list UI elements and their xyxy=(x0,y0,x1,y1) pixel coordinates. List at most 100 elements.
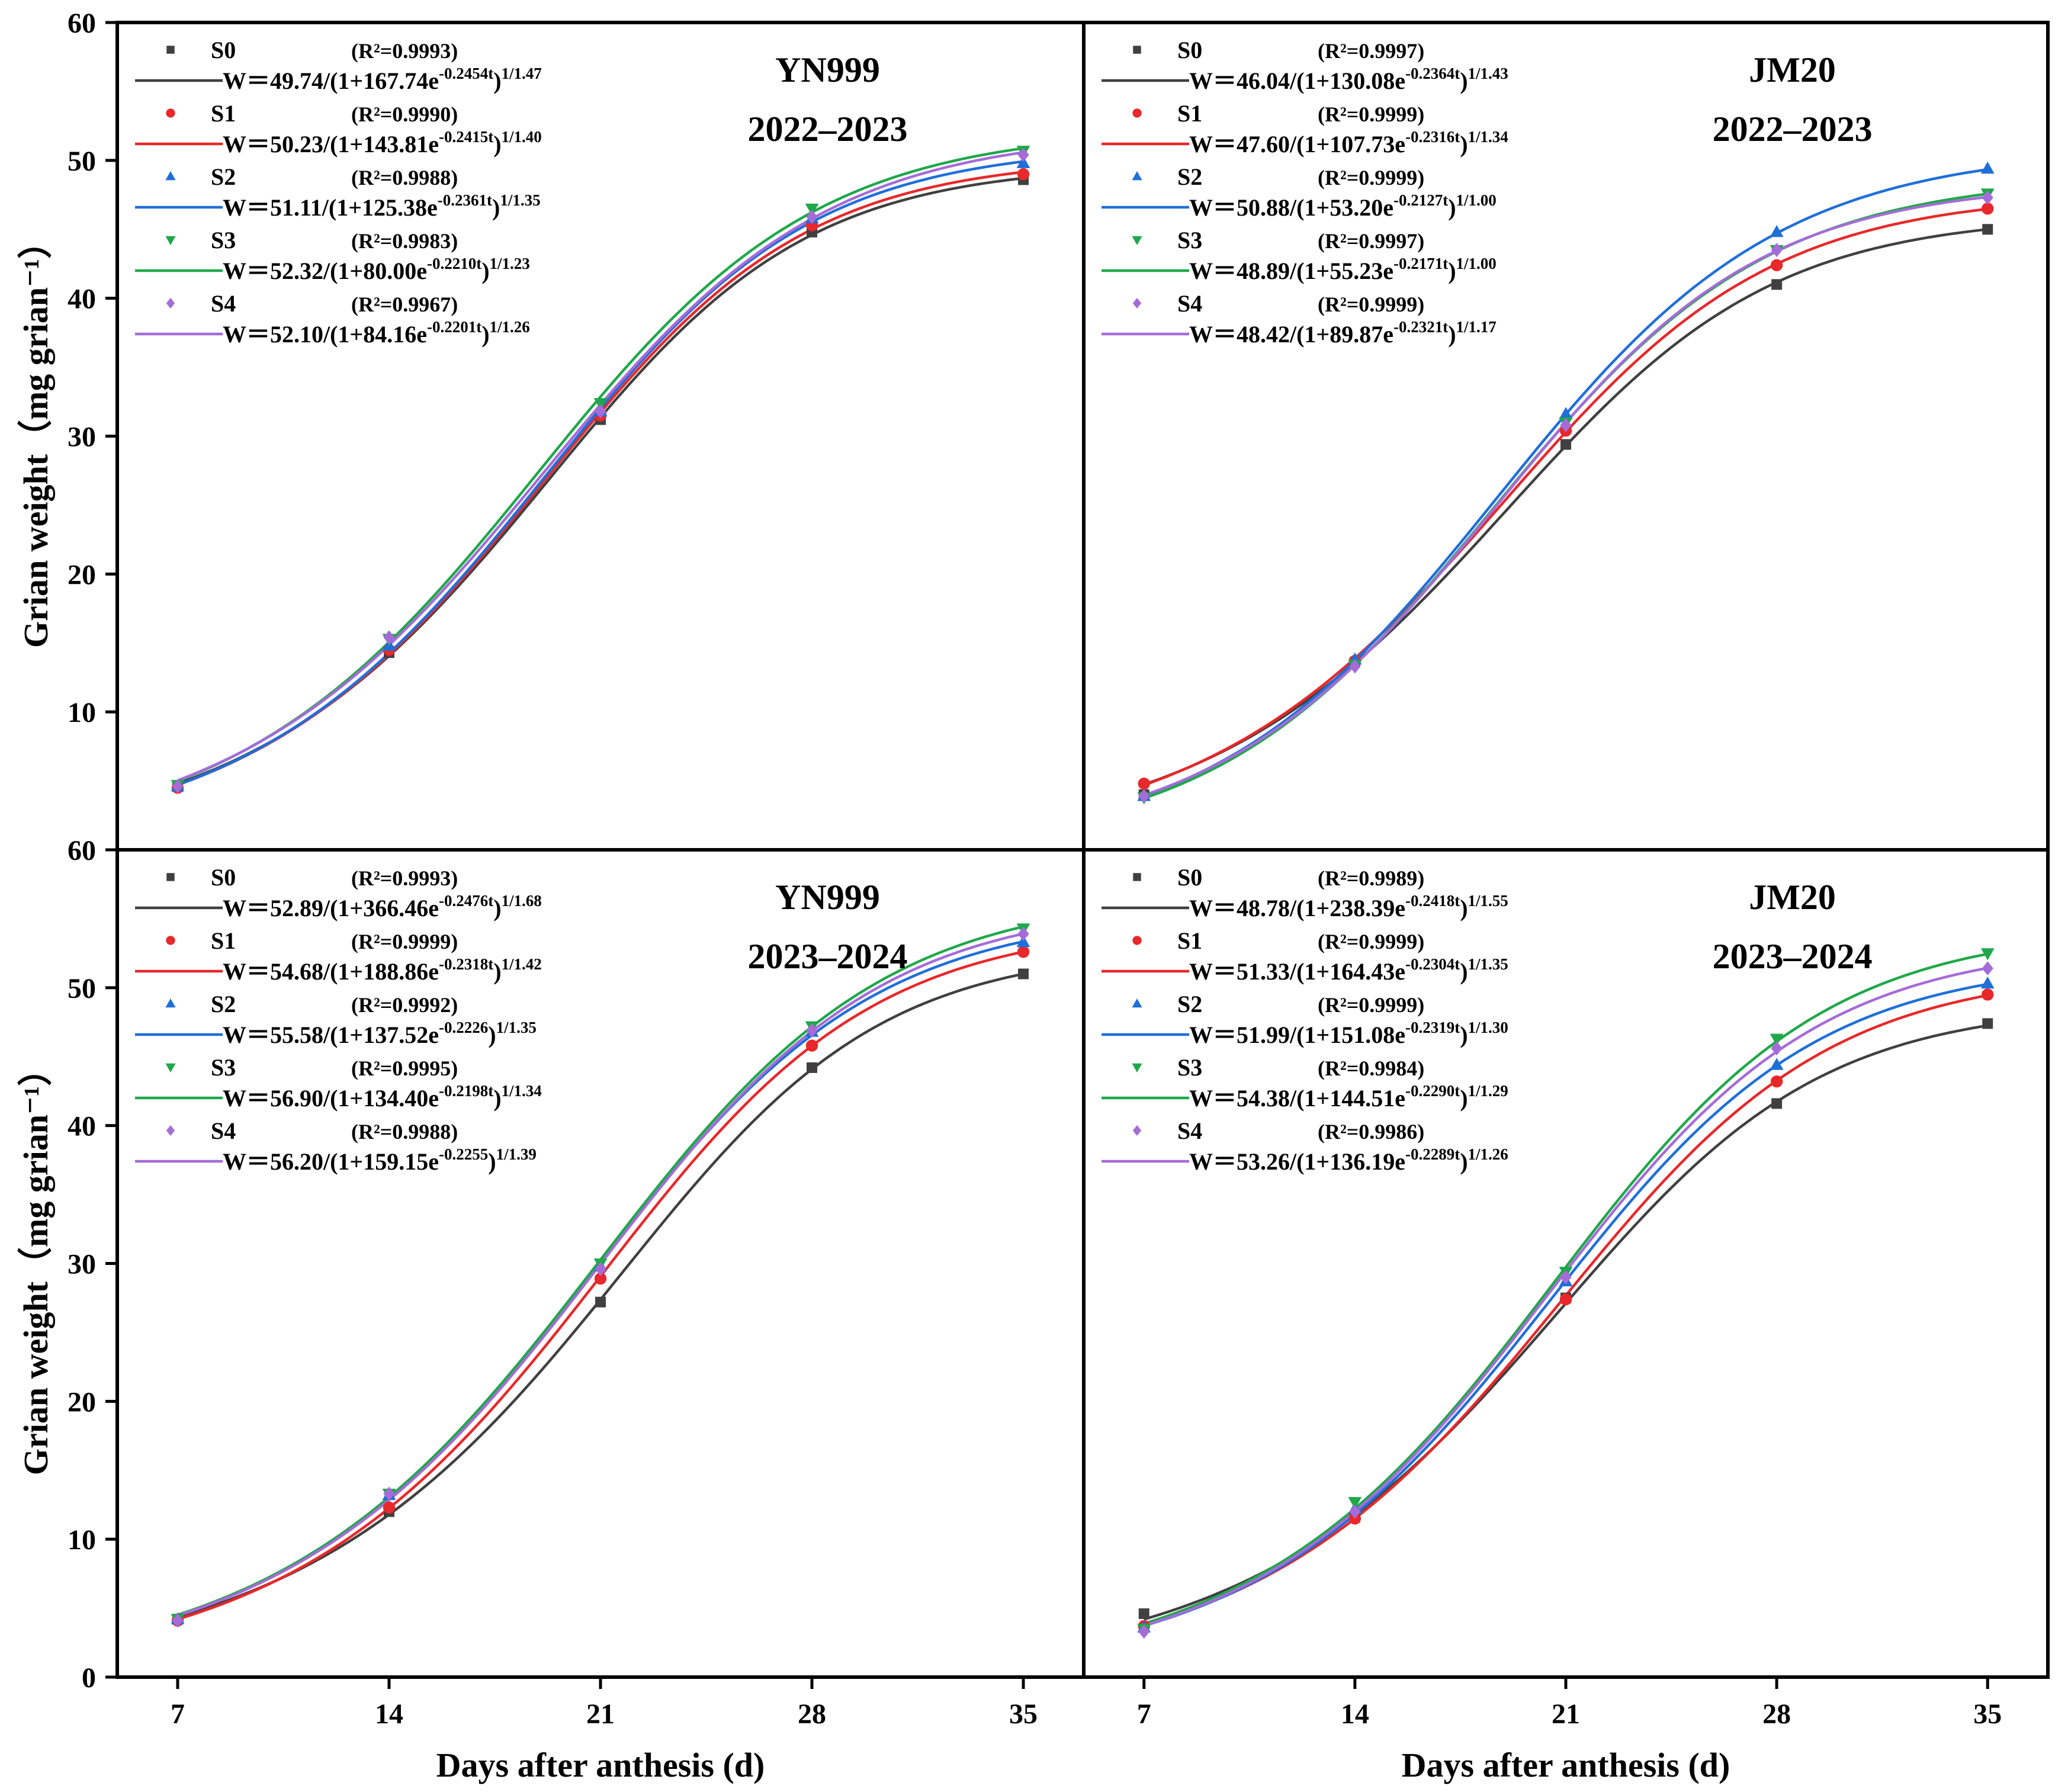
equation-main: W＝54.38/(1+144.51e xyxy=(1189,1085,1405,1112)
equation-exponent: -0.2304t xyxy=(1405,955,1460,973)
equation-close: ) xyxy=(488,1022,496,1048)
legend-equation: W＝48.89/(1+55.23e-0.2171t)1/1.00 xyxy=(1189,255,1497,284)
point-s4 xyxy=(1138,1624,1150,1639)
legend-equation: W＝51.11/(1+125.38e-0.2361t)1/1.35 xyxy=(223,191,541,221)
equation-main: W＝49.74/(1+167.74e xyxy=(223,68,439,94)
legend-equation: W＝52.32/(1+80.00e-0.2210t)1/1.23 xyxy=(223,255,530,284)
legend-marker-s1 xyxy=(1132,108,1142,118)
x-axis-label: Days after anthesis (d) xyxy=(436,1746,765,1784)
equation-exponent: -0.2321t xyxy=(1393,318,1448,336)
x-tick-label: 28 xyxy=(798,1698,826,1730)
point-s4 xyxy=(806,1023,818,1038)
point-s4 xyxy=(1138,789,1150,804)
y-tick-label: 20 xyxy=(68,1386,96,1418)
legend-marker-s4 xyxy=(166,1125,175,1136)
equation-close: ) xyxy=(1460,1022,1467,1048)
legend-marker-s0 xyxy=(1133,46,1141,54)
equation-power: 1/1.35 xyxy=(1468,955,1508,973)
legend-series-name: S4 xyxy=(1177,1117,1202,1144)
legend-r2: (R²=0.9997) xyxy=(1318,39,1424,63)
legend-r2: (R²=0.9993) xyxy=(351,39,458,63)
legend-marker-s3 xyxy=(1132,1063,1142,1072)
equation-main: W＝56.90/(1+134.40e xyxy=(223,1085,439,1112)
equation-exponent: -0.2290t xyxy=(1405,1082,1460,1100)
fit-curve-s4 xyxy=(177,151,1024,782)
legend-r2: (R²=0.9988) xyxy=(351,1120,458,1144)
legend-series-name: S1 xyxy=(1177,100,1202,127)
equation-power: 1/1.34 xyxy=(502,1082,542,1100)
panel-cultivar-title: JM20 xyxy=(1749,50,1836,89)
legend-marker-s2 xyxy=(1132,998,1142,1008)
equation-close: ) xyxy=(481,258,489,284)
point-s1 xyxy=(1770,1075,1783,1088)
point-s2 xyxy=(1559,407,1573,419)
point-s4 xyxy=(383,1486,395,1501)
legend-series-name: S4 xyxy=(1177,290,1202,317)
legend-equation: W＝50.23/(1+143.81e-0.2415t)1/1.40 xyxy=(223,128,542,158)
equation-main: W＝51.33/(1+164.43e xyxy=(1189,958,1405,985)
y-axis-label: Grian weight（mg grian⁻¹） xyxy=(17,224,55,648)
equation-main: W＝52.32/(1+80.00e xyxy=(223,258,427,284)
equation-close: ) xyxy=(1460,895,1467,921)
legend-series-name: S2 xyxy=(1177,991,1202,1017)
point-s3 xyxy=(1348,1496,1362,1510)
y-tick-label-zero: 0 xyxy=(82,1662,96,1694)
panel-season-title: 2022–2023 xyxy=(748,110,908,149)
legend-equation: W＝55.58/(1+137.52e-0.2226)1/1.35 xyxy=(223,1019,537,1048)
x-tick-label: 28 xyxy=(1762,1698,1791,1730)
equation-close: ) xyxy=(1460,958,1467,985)
equation-main: W＝55.58/(1+137.52e xyxy=(223,1022,439,1048)
equation-close: ) xyxy=(1460,68,1467,94)
legend-r2: (R²=0.9986) xyxy=(1318,1120,1424,1144)
equation-close: ) xyxy=(493,68,501,94)
equation-close: ) xyxy=(493,131,501,158)
fit-curve-s2 xyxy=(177,160,1024,786)
panel-season-title: 2023–2024 xyxy=(1713,937,1873,976)
equation-power: 1/1.40 xyxy=(502,128,542,146)
equation-power: 1/1.29 xyxy=(1468,1082,1508,1100)
panel-season-title: 2022–2023 xyxy=(1713,110,1873,149)
point-s2 xyxy=(1016,156,1030,168)
legend-r2: (R²=0.9967) xyxy=(351,293,458,316)
legend-series-name: S1 xyxy=(1177,927,1202,954)
y-tick-label: 50 xyxy=(68,973,96,1004)
point-s0 xyxy=(595,1296,606,1308)
equation-close: ) xyxy=(1460,131,1467,158)
legend-series-name: S1 xyxy=(211,100,236,127)
y-axis-label: Grian weight（mg grian⁻¹） xyxy=(17,1052,55,1475)
y-tick-label: 10 xyxy=(68,1524,96,1556)
y-tick-label: 20 xyxy=(68,559,96,590)
fit-curve-s0 xyxy=(1144,1024,1988,1621)
equation-exponent: -0.2289t xyxy=(1405,1145,1460,1163)
y-tick-label: 40 xyxy=(68,1111,96,1142)
legend-equation: W＝51.33/(1+164.43e-0.2304t)1/1.35 xyxy=(1189,955,1508,985)
legend-series-name: S4 xyxy=(211,1117,236,1144)
equation-main: W＝56.20/(1+159.15e xyxy=(223,1148,439,1175)
point-s3 xyxy=(805,203,819,216)
fit-curve-s1 xyxy=(1144,207,1988,786)
point-s1 xyxy=(383,1501,396,1514)
legend-marker-s1 xyxy=(166,936,175,945)
point-s0 xyxy=(1018,968,1029,980)
equation-main: W＝48.89/(1+55.23e xyxy=(1189,258,1393,284)
legend-series-name: S3 xyxy=(211,227,236,253)
equation-exponent: -0.2226 xyxy=(439,1019,488,1036)
x-tick-label: 35 xyxy=(1009,1698,1038,1730)
point-s2 xyxy=(1770,1058,1784,1070)
legend-r2: (R²=0.9992) xyxy=(351,993,458,1017)
equation-main: W＝51.11/(1+125.38e xyxy=(223,194,438,221)
x-tick-label: 21 xyxy=(1552,1698,1580,1730)
legend-r2: (R²=0.9997) xyxy=(1318,229,1424,253)
legend-r2: (R²=0.9999) xyxy=(1318,293,1424,316)
point-s3 xyxy=(1980,948,1995,961)
equation-exponent: -0.2171t xyxy=(1393,255,1448,272)
point-s4 xyxy=(1771,1041,1783,1056)
equation-exponent: -0.2127t xyxy=(1393,191,1448,209)
point-s0 xyxy=(1771,279,1783,290)
fit-curve-s3 xyxy=(1144,952,1988,1625)
legend-equation: W＝46.04/(1+130.08e-0.2364t)1/1.43 xyxy=(1189,65,1508,94)
point-s0 xyxy=(807,1062,817,1073)
equation-close: ) xyxy=(493,958,501,985)
